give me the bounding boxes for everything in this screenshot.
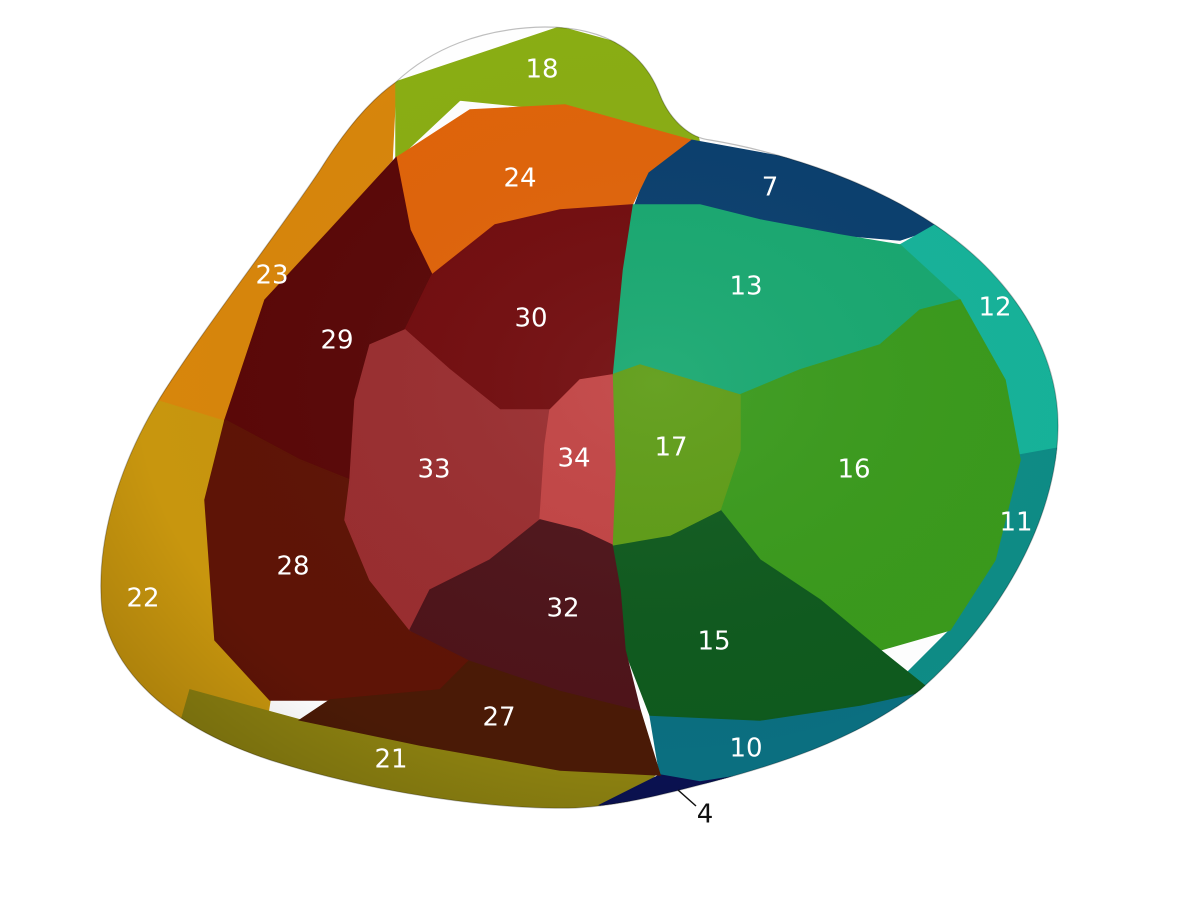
label-10: 10 bbox=[729, 734, 762, 764]
label-32: 32 bbox=[546, 594, 579, 624]
label-22: 22 bbox=[126, 584, 159, 614]
leader-line-4 bbox=[677, 789, 697, 807]
label-29: 29 bbox=[320, 326, 353, 356]
label-18: 18 bbox=[525, 55, 558, 85]
label-12: 12 bbox=[978, 293, 1011, 323]
label-34: 34 bbox=[557, 444, 590, 474]
label-27: 27 bbox=[482, 703, 515, 733]
label-7: 7 bbox=[762, 173, 779, 203]
label-24: 24 bbox=[503, 164, 536, 194]
label-23: 23 bbox=[255, 261, 288, 291]
label-13: 13 bbox=[729, 272, 762, 302]
label-17: 17 bbox=[654, 433, 687, 463]
label-16: 16 bbox=[837, 455, 870, 485]
label-4: 4 bbox=[697, 800, 714, 830]
label-30: 30 bbox=[514, 304, 547, 334]
heart-outline bbox=[100, 26, 1059, 809]
label-21: 21 bbox=[374, 745, 407, 775]
label-11: 11 bbox=[999, 508, 1032, 538]
label-28: 28 bbox=[276, 552, 309, 582]
label-15: 15 bbox=[697, 627, 730, 657]
label-33: 33 bbox=[417, 455, 450, 485]
